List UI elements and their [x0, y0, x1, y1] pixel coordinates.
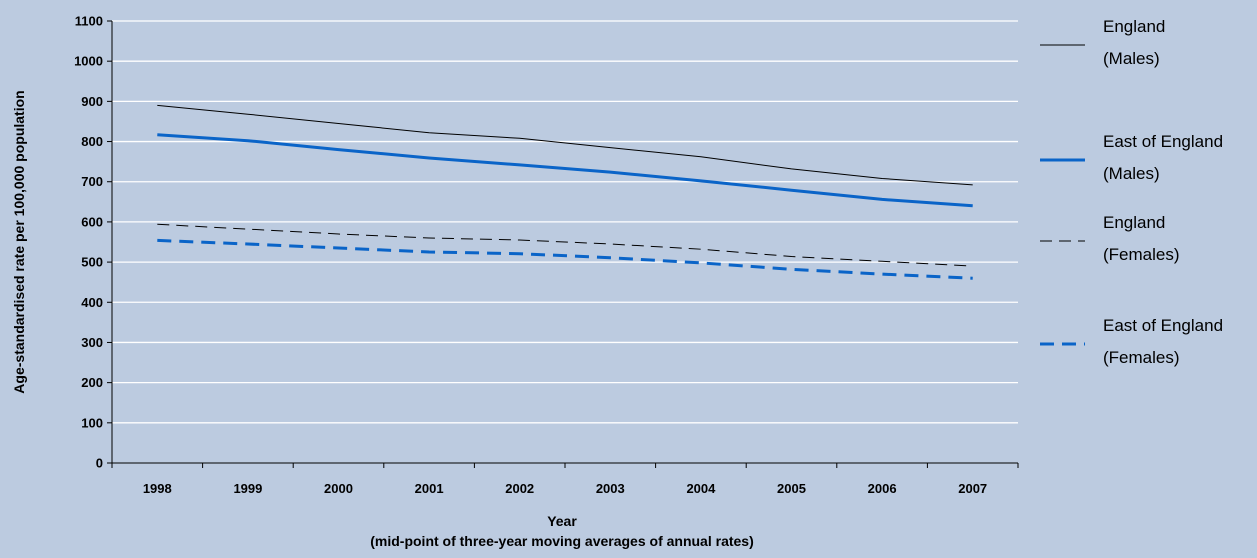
- x-tick-label: 2006: [868, 481, 897, 496]
- y-tick-label: 0: [96, 456, 103, 471]
- x-tick-label: 1998: [143, 481, 172, 496]
- legend-label: (Females): [1103, 348, 1180, 367]
- x-tick-label: 2000: [324, 481, 353, 496]
- x-tick-label: 2002: [505, 481, 534, 496]
- y-tick-label: 600: [81, 214, 103, 229]
- y-tick-label: 300: [81, 335, 103, 350]
- series-line-2: [157, 133, 973, 208]
- y-tick-label: 1000: [74, 54, 103, 69]
- legend: England (Males) East of England (Males) Engl…: [1040, 17, 1223, 367]
- y-tick-label: 800: [81, 134, 103, 149]
- series-lines: [157, 104, 973, 280]
- series-line-1: [157, 104, 973, 186]
- series-line-4: [157, 238, 973, 280]
- y-tick-label: 700: [81, 174, 103, 189]
- legend-label: England: [1103, 213, 1165, 232]
- y-tick-label: 500: [81, 255, 103, 270]
- y-axis-title: Age-standardised rate per 100,000 popula…: [11, 90, 27, 393]
- y-tick-label: 200: [81, 375, 103, 390]
- legend-label: (Males): [1103, 164, 1160, 183]
- legend-label: (Males): [1103, 49, 1160, 68]
- y-tick-label: 100: [81, 415, 103, 430]
- axes: [107, 20, 1019, 468]
- x-tick-label: 2004: [686, 481, 716, 496]
- legend-label: East of England: [1103, 316, 1223, 335]
- x-tick-label: 1999: [233, 481, 262, 496]
- x-tick-label: 2003: [596, 481, 625, 496]
- x-axis-subtitle: (mid-point of three-year moving averages…: [370, 533, 754, 549]
- gridlines: [112, 20, 1018, 424]
- legend-label: East of England: [1103, 132, 1223, 151]
- legend-label: England: [1103, 17, 1165, 36]
- y-tick-labels: 0 100 200 300 400 500 600 700 800 900 1000 1100: [74, 14, 103, 471]
- y-tick-label: 900: [81, 94, 103, 109]
- y-tick-label: 1100: [75, 14, 103, 29]
- legend-label: (Females): [1103, 245, 1180, 264]
- x-tick-labels: 1998 1999 2000 2001 2002 2003 2004 2005 2006 2007: [143, 481, 987, 496]
- x-axis-title: Year: [547, 513, 577, 529]
- y-tick-label: 400: [81, 295, 103, 310]
- x-tick-label: 2001: [415, 481, 444, 496]
- series-line-3: [157, 223, 973, 267]
- x-tick-label: 2007: [958, 481, 987, 496]
- x-tick-label: 2005: [777, 481, 806, 496]
